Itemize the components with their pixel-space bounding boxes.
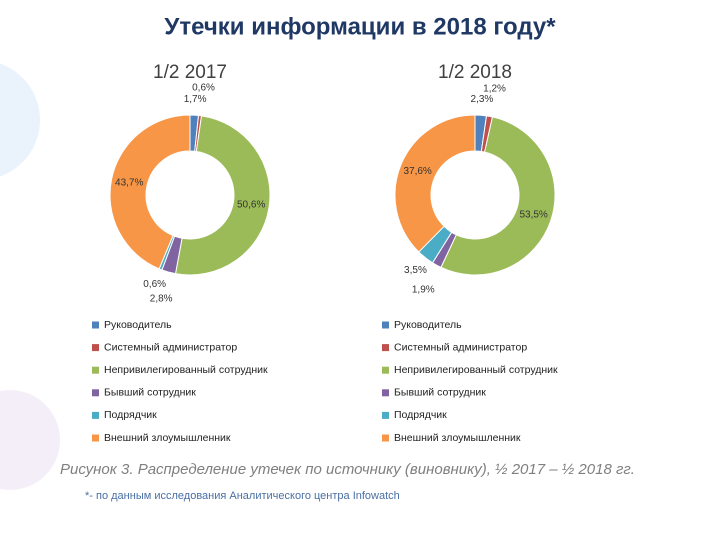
value-label: 2,8%: [150, 294, 173, 305]
value-label: 53,5%: [519, 210, 547, 221]
value-label: 43,7%: [115, 177, 143, 188]
legend-label: Системный администратор: [394, 341, 527, 353]
caption: Рисунок 3. Распределение утечек по источ…: [60, 461, 635, 478]
value-label: 50,6%: [237, 200, 265, 211]
legend-label: Внешний злоумышленник: [104, 432, 231, 444]
decor: [0, 63, 40, 177]
chart-title: 1/2 2018: [438, 62, 512, 83]
chart-title: 1/2 2017: [153, 62, 227, 83]
value-label: 0,6%: [192, 82, 215, 93]
legend-label: Бывший сотрудник: [394, 387, 486, 399]
legend-swatch: [382, 434, 389, 442]
legend-swatch: [92, 434, 99, 442]
value-label: 1,9%: [412, 284, 435, 295]
value-label: 37,6%: [403, 166, 431, 177]
legend-label: Бывший сотрудник: [104, 387, 196, 399]
legend-swatch: [382, 389, 389, 397]
pie-slice: [174, 115, 271, 276]
legend-swatch: [92, 366, 99, 374]
legend-label: Внешний злоумышленник: [394, 432, 521, 444]
value-label: 0,6%: [143, 279, 166, 290]
legend-label: Руководитель: [394, 319, 462, 331]
footnote: *- по данным исследования Аналитического…: [85, 490, 400, 502]
slide-title: Утечки информации в 2018 году*: [164, 13, 556, 40]
value-label: 1,7%: [184, 94, 207, 105]
legend-swatch: [92, 411, 99, 419]
legend-swatch: [92, 344, 99, 352]
pie-slice: [394, 114, 476, 253]
legend-swatch: [92, 321, 99, 329]
legend-swatch: [382, 411, 389, 419]
legend-label: Системный администратор: [104, 341, 237, 353]
legend-swatch: [382, 366, 389, 374]
legend-swatch: [382, 321, 389, 329]
legend-label: Непривилегированный сотрудник: [104, 364, 268, 376]
legend-label: Подрядчик: [104, 409, 157, 421]
value-label: 1,2%: [483, 83, 506, 94]
pie-slice: [109, 114, 191, 270]
pie-slice: [440, 116, 556, 276]
legend-label: Подрядчик: [394, 409, 447, 421]
legend-swatch: [92, 389, 99, 397]
legend-swatch: [382, 344, 389, 352]
value-label: 3,5%: [404, 265, 427, 276]
value-label: 2,3%: [471, 94, 494, 105]
legend-label: Непривилегированный сотрудник: [394, 364, 558, 376]
legend-label: Руководитель: [104, 319, 172, 331]
decor: [0, 390, 60, 490]
